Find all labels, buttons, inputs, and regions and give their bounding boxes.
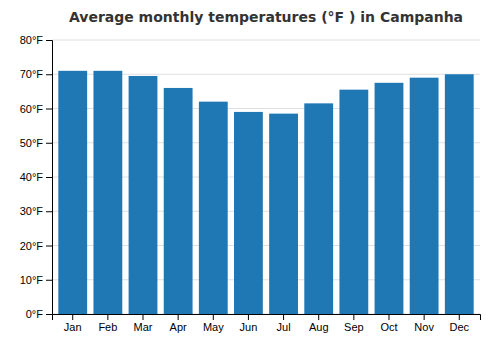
x-tick-mark [283,314,284,320]
x-axis-line [53,315,481,321]
x-tick: Apr [170,314,187,333]
bars [58,71,473,314]
bar [339,90,368,314]
y-tick: 30°F [20,205,52,217]
grid [52,40,480,314]
y-tick: 70°F [20,68,52,80]
y-tick-label: 40°F [20,171,44,183]
y-tick-label: 80°F [20,34,44,46]
bar [304,103,333,314]
x-tick-mark [248,314,249,320]
x-tick-label: Aug [309,321,329,333]
y-axis-line [46,41,53,315]
bar [445,74,474,314]
x-tick-label: Dec [449,321,469,333]
y-tick-mark [46,143,52,144]
y-tick-label: 20°F [20,240,44,252]
x-tick-mark [213,314,214,320]
y-tick-label: 0°F [26,308,44,320]
x-tick-label: Nov [414,321,434,333]
x-tick: Dec [449,314,469,333]
y-tick: 10°F [20,274,52,286]
y-axis: 0°F 10°F 20°F 30°F 40°F 50°F 60°F 70°F 80°F [20,34,53,320]
x-axis: Jan Feb Mar Apr May Jun Jul Aug Sep Oct Nov Dec [53,314,481,333]
x-tick: Mar [134,314,153,333]
x-tick-label: Apr [170,321,187,333]
x-tick-mark [388,314,389,320]
y-tick-mark [46,314,52,315]
bar [164,88,193,314]
x-tick-label: Mar [134,321,153,333]
y-tick-mark [46,74,52,75]
x-tick-label: Feb [98,321,117,333]
y-tick-label: 50°F [20,137,44,149]
y-tick-mark [46,280,52,281]
x-tick-mark [459,314,460,320]
x-tick-label: Jun [240,321,258,333]
y-tick-label: 30°F [20,205,44,217]
x-tick: Jun [240,314,258,333]
x-tick: Sep [344,314,364,333]
x-tick-mark [107,314,108,320]
x-tick: Aug [309,314,329,333]
x-tick-mark [143,314,144,320]
bar [129,76,158,314]
x-tick: Jul [277,314,291,333]
x-tick-label: May [203,321,224,333]
y-tick: 20°F [20,240,52,252]
y-tick-mark [46,211,52,212]
bar [375,83,404,314]
y-tick: 80°F [20,34,52,46]
y-tick: 60°F [20,103,52,115]
x-tick: Oct [380,314,397,333]
y-tick-mark [46,246,52,247]
bar [234,112,263,314]
grid-line [52,40,480,41]
y-tick: 0°F [26,308,52,320]
y-tick: 40°F [20,171,52,183]
bar [58,71,87,314]
x-tick: Feb [98,314,117,333]
x-tick-label: Jan [64,321,82,333]
x-tick-label: Oct [380,321,397,333]
x-tick-mark [353,314,354,320]
bar [199,102,228,314]
x-tick-mark [72,314,73,320]
bar [410,78,439,314]
y-tick-label: 10°F [20,274,44,286]
y-tick: 50°F [20,137,52,149]
x-tick-label: Sep [344,321,364,333]
y-tick-mark [46,40,52,41]
chart: Average monthly temperatures (°F ) in Ca… [0,0,500,350]
bar [93,71,122,314]
x-tick: May [203,314,224,333]
x-tick-mark [178,314,179,320]
title: Average monthly temperatures (°F ) in Ca… [69,9,463,25]
x-tick-label: Jul [277,321,291,333]
x-tick: Nov [414,314,434,333]
plot: Jan Feb Mar Apr May Jun Jul Aug Sep Oct Nov Dec 0°F 1… [20,34,481,333]
y-tick-mark [46,177,52,178]
x-tick: Jan [64,314,82,333]
y-tick-label: 60°F [20,103,44,115]
y-tick-label: 70°F [20,68,44,80]
bar [269,114,298,314]
y-tick-mark [46,109,52,110]
x-tick-mark [318,314,319,320]
x-tick-mark [424,314,425,320]
